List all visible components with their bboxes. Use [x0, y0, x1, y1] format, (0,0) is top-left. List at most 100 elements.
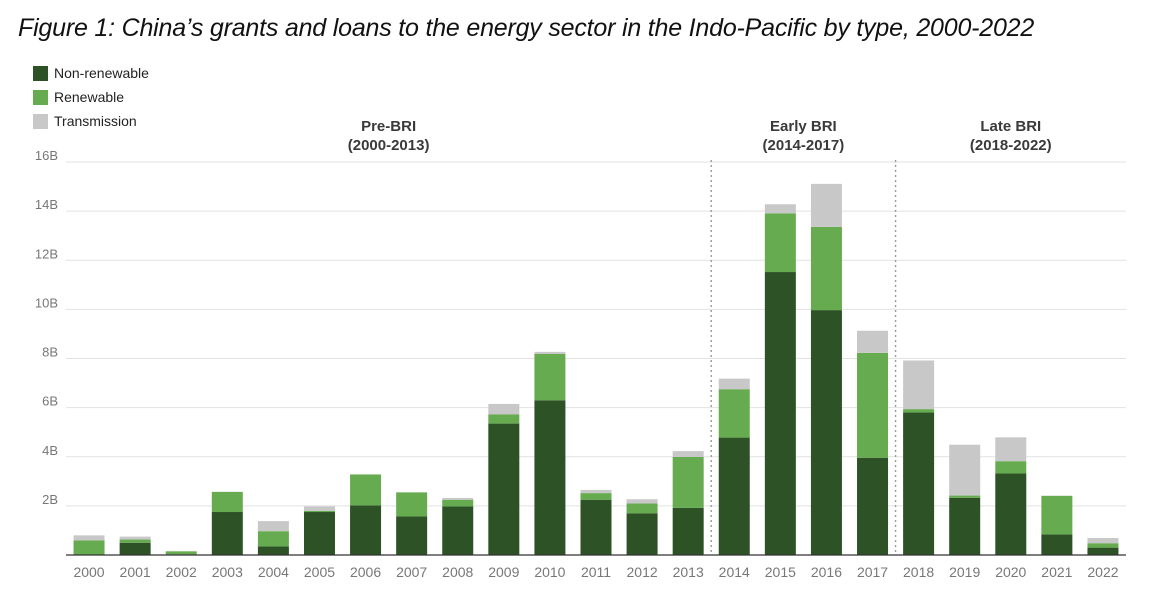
bar-renewable-2002 — [165, 551, 197, 555]
bar-renewable-2000 — [73, 540, 105, 555]
bar-renewable-2011 — [580, 493, 612, 500]
bar-renewable-2001 — [119, 539, 151, 543]
x-tick-label-2015: 2015 — [765, 564, 796, 580]
bar-non-renewable-2003 — [211, 512, 243, 555]
period-labels: Pre-BRI (2000-2013) Early BRI (2014-2017) La… — [348, 118, 1052, 154]
x-tick-label-2003: 2003 — [212, 564, 243, 580]
x-tick-label-2006: 2006 — [350, 564, 381, 580]
x-tick-label-2019: 2019 — [949, 564, 980, 580]
legend-label-renewable: Renewable — [54, 89, 125, 105]
bar-transmission-2020 — [995, 437, 1027, 462]
x-tick-label-2021: 2021 — [1041, 564, 1072, 580]
bar-transmission-2005 — [303, 506, 335, 511]
bar-transmission-2001 — [119, 536, 151, 540]
x-tick-label-2020: 2020 — [995, 564, 1026, 580]
bar-renewable-2019 — [949, 495, 981, 498]
bar-transmission-2014 — [718, 378, 750, 390]
bar-transmission-2016 — [810, 183, 842, 227]
bars — [73, 183, 1119, 556]
bar-renewable-2007 — [396, 492, 428, 517]
bar-transmission-2012 — [626, 499, 658, 504]
bar-renewable-2022 — [1087, 543, 1119, 548]
legend-label-transmission: Transmission — [54, 113, 137, 129]
x-tick-label-2007: 2007 — [396, 564, 427, 580]
bar-transmission-2019 — [949, 444, 981, 496]
bar-renewable-2003 — [211, 491, 243, 513]
bar-non-renewable-2006 — [350, 505, 382, 555]
legend-swatch-renewable — [33, 89, 48, 105]
bar-non-renewable-2020 — [995, 473, 1027, 555]
bar-renewable-2013 — [672, 456, 704, 508]
bar-renewable-2021 — [1041, 495, 1073, 535]
bar-transmission-2008 — [442, 498, 474, 500]
x-tick-label-2002: 2002 — [166, 564, 197, 580]
bar-renewable-2016 — [810, 226, 842, 311]
x-tick-label-2001: 2001 — [120, 564, 151, 580]
period-dividers — [710, 160, 897, 555]
period-name-late-bri: Late BRI — [980, 118, 1041, 135]
bar-non-renewable-2008 — [442, 506, 474, 555]
bar-renewable-2014 — [718, 389, 750, 438]
bar-non-renewable-2016 — [810, 310, 842, 555]
legend-swatch-transmission — [33, 113, 48, 129]
bar-renewable-2008 — [442, 499, 474, 507]
legend-item-transmission: Transmission — [33, 109, 149, 133]
bar-renewable-2017 — [857, 352, 889, 458]
legend-item-renewable: Renewable — [33, 85, 149, 109]
chart-legend: Non-renewable Renewable Transmission — [33, 61, 149, 133]
bar-non-renewable-2018 — [903, 412, 935, 555]
bar-non-renewable-2007 — [396, 516, 428, 555]
chart-title: Figure 1: China’s grants and loans to th… — [18, 14, 1035, 42]
bar-transmission-2004 — [257, 521, 289, 532]
bar-non-renewable-2011 — [580, 499, 612, 555]
bar-non-renewable-2005 — [303, 512, 335, 555]
x-tick-label-2016: 2016 — [811, 564, 842, 580]
x-tick-label-2009: 2009 — [488, 564, 519, 580]
x-tick-label-2012: 2012 — [627, 564, 658, 580]
bar-renewable-2006 — [350, 474, 382, 506]
y-tick-label-10b: 10B — [35, 295, 58, 310]
bar-renewable-2012 — [626, 503, 658, 514]
bar-renewable-2009 — [488, 414, 520, 424]
bar-non-renewable-2014 — [718, 437, 750, 555]
bar-transmission-2022 — [1087, 538, 1119, 544]
period-range-late-bri: (2018-2022) — [970, 137, 1052, 154]
x-tick-label-2008: 2008 — [442, 564, 473, 580]
x-tick-label-2010: 2010 — [534, 564, 565, 580]
period-name-early-bri: Early BRI — [770, 118, 837, 135]
y-tick-label-12b: 12B — [35, 246, 58, 261]
legend-swatch-non-renewable — [33, 65, 48, 81]
x-tick-label-2013: 2013 — [673, 564, 704, 580]
bar-transmission-2011 — [580, 489, 612, 494]
period-name-pre-bri: Pre-BRI — [361, 118, 416, 135]
y-tick-label-14b: 14B — [35, 197, 58, 212]
bar-non-renewable-2017 — [857, 457, 889, 555]
period-range-pre-bri: (2000-2013) — [348, 137, 430, 154]
x-tick-label-2004: 2004 — [258, 564, 289, 580]
bar-renewable-2004 — [257, 531, 289, 547]
bar-non-renewable-2001 — [119, 542, 151, 555]
legend-label-non-renewable: Non-renewable — [54, 65, 149, 81]
x-tick-label-2014: 2014 — [719, 564, 750, 580]
bar-non-renewable-2013 — [672, 507, 704, 555]
bar-transmission-2017 — [857, 330, 889, 353]
bar-transmission-2018 — [903, 360, 935, 410]
x-tick-label-2011: 2011 — [581, 564, 611, 580]
bar-non-renewable-2004 — [257, 546, 289, 555]
x-tick-label-2000: 2000 — [73, 564, 104, 580]
period-range-early-bri: (2014-2017) — [763, 137, 845, 154]
x-tick-label-2005: 2005 — [304, 564, 335, 580]
x-tick-label-2018: 2018 — [903, 564, 934, 580]
bar-non-renewable-2019 — [949, 497, 981, 555]
y-tick-label-16b: 16B — [35, 148, 58, 163]
bar-non-renewable-2015 — [764, 272, 796, 555]
y-tick-label-6b: 6B — [42, 394, 58, 409]
legend-item-non-renewable: Non-renewable — [33, 61, 149, 85]
bar-renewable-2018 — [903, 409, 935, 413]
bar-non-renewable-2022 — [1087, 547, 1119, 555]
y-tick-label-2b: 2B — [42, 492, 58, 507]
bar-renewable-2010 — [534, 353, 566, 401]
axes: 2B 4B 6B 8B 10B 12B 14B 16B 2000 2001 2002 2003 2004… — [35, 148, 1126, 580]
bar-transmission-2000 — [73, 535, 105, 541]
